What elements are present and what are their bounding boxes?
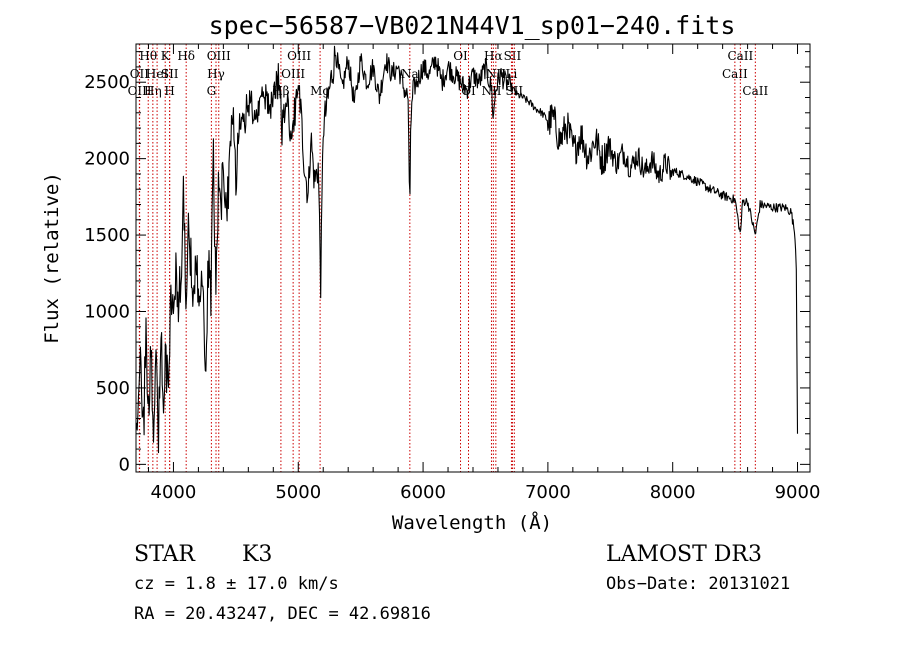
line-marker-label: CaII bbox=[742, 84, 768, 98]
y-tick-label: 1500 bbox=[84, 225, 130, 246]
object-subclass: K3 bbox=[242, 542, 272, 567]
y-axis-ticks: 0 500 1000 1500 2000 2500 bbox=[84, 51, 810, 475]
line-marker-label: Hη bbox=[144, 84, 162, 98]
line-marker-label: Hα bbox=[484, 49, 503, 63]
plot-frame bbox=[135, 43, 811, 473]
redshift-text: cz = 1.8 ± 17.0 km/s bbox=[134, 574, 339, 594]
y-tick-label: 0 bbox=[119, 454, 130, 475]
line-marker-label: HeI bbox=[146, 67, 169, 81]
line-marker-label: OI bbox=[453, 49, 468, 63]
x-tick-label: 9000 bbox=[775, 482, 821, 503]
x-axis-ticks: 4000 5000 6000 7000 8000 9000 bbox=[147, 44, 821, 503]
x-tick-label: 7000 bbox=[525, 482, 571, 503]
line-marker-label: OIII bbox=[287, 49, 311, 63]
object-class: STAR bbox=[134, 542, 196, 567]
x-tick-label: 5000 bbox=[275, 482, 321, 503]
chart-title: spec−56587−VB021N44V1_sp01−240.fits bbox=[209, 11, 736, 40]
x-tick-label: 8000 bbox=[650, 482, 696, 503]
y-axis-label: Flux (relative) bbox=[41, 172, 63, 344]
line-marker-label: CaII bbox=[727, 49, 753, 63]
y-tick-label: 2500 bbox=[84, 72, 130, 93]
spectrum-line bbox=[135, 45, 799, 454]
line-marker-label: SII bbox=[161, 67, 179, 81]
x-tick-label: 4000 bbox=[151, 482, 197, 503]
line-marker-label: Hγ bbox=[207, 67, 225, 81]
line-marker-label: OIII bbox=[207, 49, 231, 63]
line-marker-label: Hθ bbox=[139, 49, 157, 63]
line-marker-label: K bbox=[161, 49, 171, 63]
line-marker-label: Hδ bbox=[177, 49, 195, 63]
y-tick-label: 500 bbox=[96, 378, 130, 399]
obs-date-text: Obs−Date: 20131021 bbox=[606, 574, 790, 594]
line-marker-label: OIII bbox=[281, 67, 305, 81]
coordinates-text: RA = 20.43247, DEC = 42.69816 bbox=[134, 604, 431, 624]
line-marker-label: SII bbox=[504, 49, 522, 63]
survey-label: LAMOST DR3 bbox=[606, 542, 762, 567]
line-marker-label: OII bbox=[130, 67, 150, 81]
x-tick-label: 6000 bbox=[400, 482, 446, 503]
line-marker-label: CaII bbox=[722, 67, 748, 81]
y-tick-label: 1000 bbox=[84, 302, 130, 323]
line-marker-label: Mg bbox=[310, 84, 330, 98]
x-axis-label: Wavelength (Å) bbox=[392, 511, 552, 534]
emission-line-markers: HθOIIOIIIHηHeIKHSIIHδHγGOIIIHβOIIIOIIIMg… bbox=[128, 44, 768, 472]
y-tick-label: 2000 bbox=[84, 149, 130, 170]
line-marker-label: G bbox=[207, 84, 217, 98]
line-marker-label: OIII bbox=[128, 84, 152, 98]
line-marker-label: Li bbox=[506, 67, 518, 81]
